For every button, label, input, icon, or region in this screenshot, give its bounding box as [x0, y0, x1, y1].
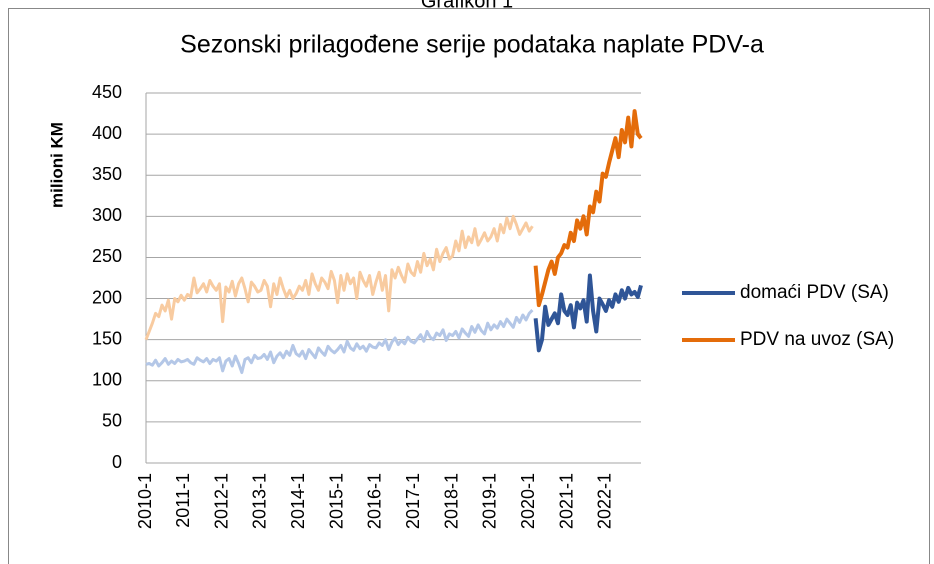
series-line	[533, 109, 643, 308]
chart-caption: Grafikon 1	[421, 0, 513, 12]
y-tick-label: 150	[92, 328, 122, 348]
y-tick-label: 350	[92, 164, 122, 184]
series-line	[144, 214, 534, 341]
y-tick-label: 450	[92, 82, 122, 102]
y-axis-label: milioni KM	[47, 122, 66, 208]
x-tick-label: 2014-1	[288, 473, 308, 529]
chart-title: Sezonski prilagođene serije podataka nap…	[180, 31, 764, 59]
y-tick-label: 300	[92, 205, 122, 225]
x-tick-label: 2021-1	[556, 473, 576, 529]
x-tick-label: 2019-1	[480, 473, 500, 529]
x-tick-label: 2010-1	[135, 473, 155, 529]
y-tick-label: 200	[92, 287, 122, 307]
x-tick-label: 2017-1	[403, 473, 423, 529]
x-tick-label: 2018-1	[441, 473, 461, 529]
y-tick-label: 400	[92, 123, 122, 143]
x-tick-label: 2020-1	[518, 473, 538, 529]
x-tick-label: 2011-1	[173, 473, 193, 528]
legend-label: domaći PDV (SA)	[740, 282, 889, 303]
y-tick-label: 50	[102, 411, 122, 431]
y-tick-label: 100	[92, 370, 122, 390]
y-tick-label: 250	[92, 246, 122, 266]
x-tick-label: 2022-1	[595, 473, 615, 529]
y-tick-label: 0	[112, 452, 122, 472]
x-tick-label: 2013-1	[250, 473, 270, 529]
series-line	[533, 273, 643, 353]
legend-label: PDV na uvoz (SA)	[740, 329, 894, 350]
x-tick-label: 2015-1	[326, 473, 346, 529]
x-tick-label: 2012-1	[211, 473, 231, 529]
series-line	[145, 309, 534, 375]
chart-frame	[8, 8, 930, 564]
x-tick-label: 2016-1	[365, 473, 385, 529]
